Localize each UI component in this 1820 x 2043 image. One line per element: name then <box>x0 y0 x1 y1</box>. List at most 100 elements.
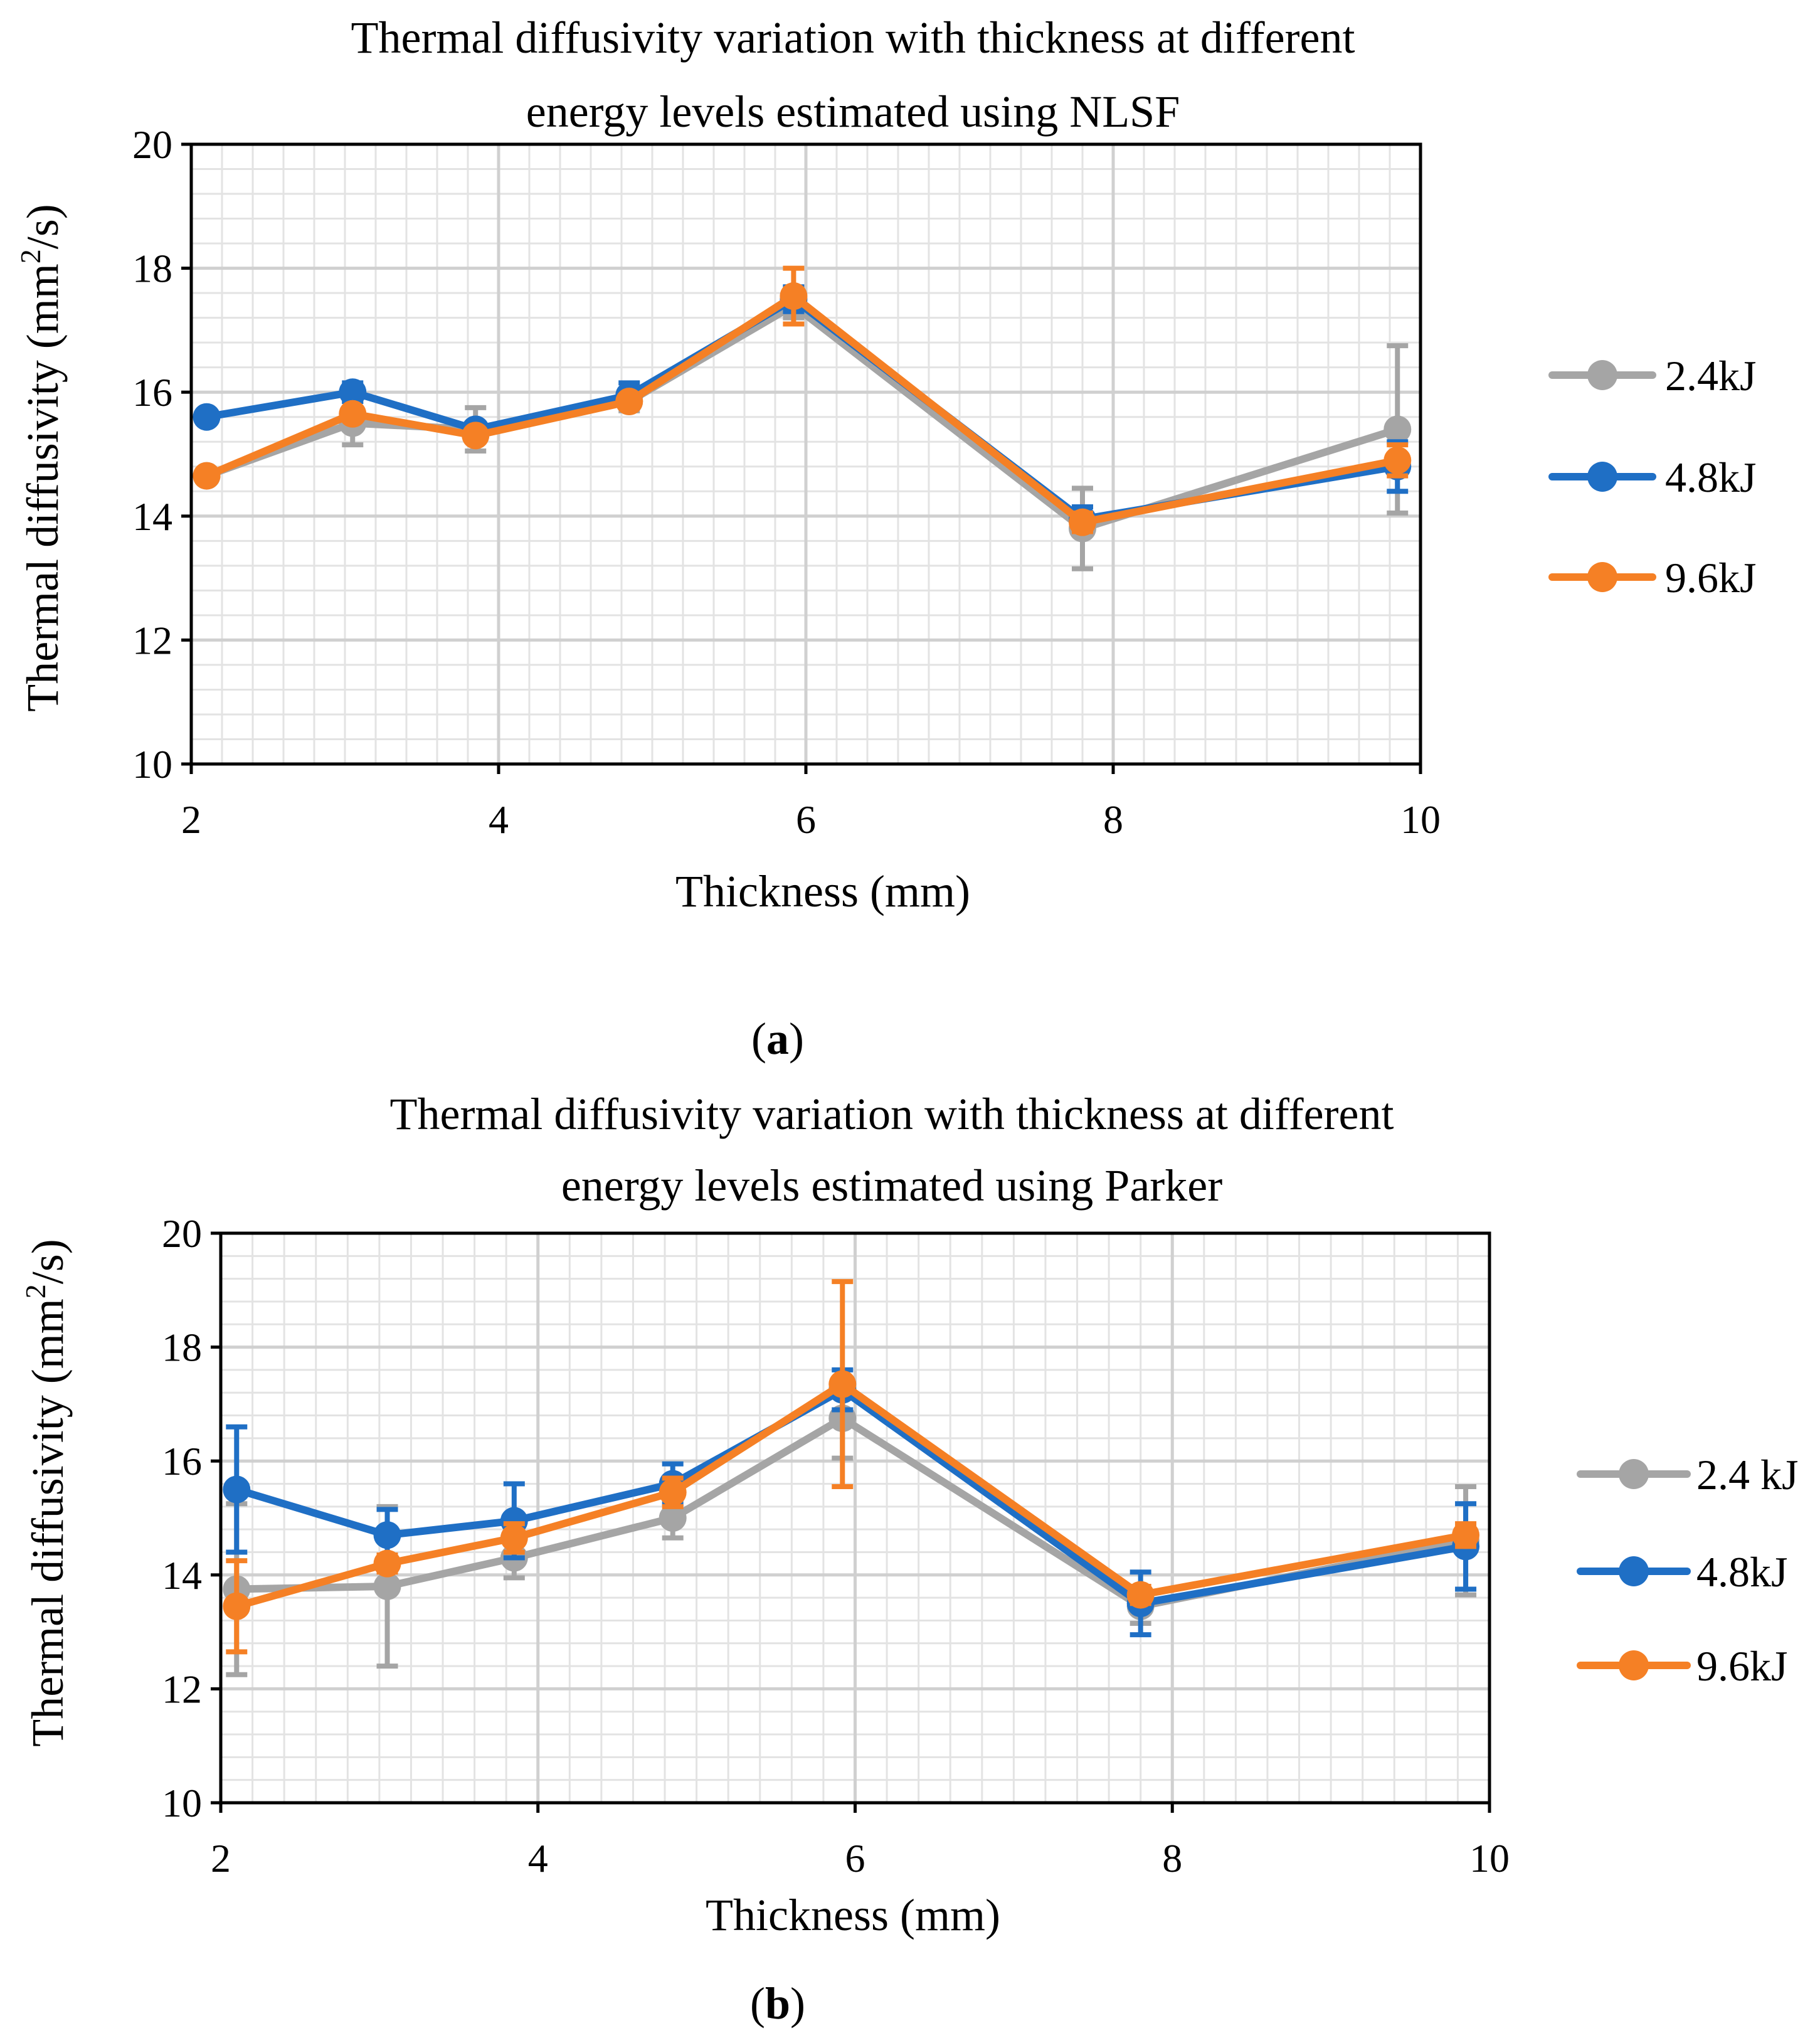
chart-b-y-tick: 18 <box>162 1325 202 1370</box>
chart-a-y-tick-labels: 10 12 14 16 18 20 <box>132 122 172 787</box>
chart-a-y-tick: 16 <box>132 370 172 415</box>
chart-b-axes <box>211 1231 1491 1813</box>
chart-b-legend-label: 2.4 kJ <box>1696 1451 1798 1499</box>
chart-b-y-label-superscript: 2 <box>19 1284 51 1298</box>
data-point <box>1452 1521 1480 1549</box>
chart-b-x-axis-label: Thickness (mm) <box>706 1890 1000 1940</box>
data-point <box>1069 508 1096 536</box>
chart-b-series <box>223 1279 1480 1677</box>
data-point <box>373 1521 401 1549</box>
data-point <box>223 1475 251 1504</box>
legend-marker-orange <box>1587 562 1617 592</box>
chart-a-x-tick-labels: 2 4 6 8 10 <box>181 797 1441 842</box>
chart-a-plot-area <box>181 142 1422 774</box>
chart-b-x-tick: 2 <box>211 1836 231 1881</box>
data-point <box>659 1504 687 1532</box>
chart-a-x-tick: 2 <box>181 797 201 842</box>
chart-a-y-tick: 12 <box>132 618 172 662</box>
chart-b-title-line-2: energy levels estimated using Parker <box>561 1160 1222 1211</box>
data-point <box>780 282 808 310</box>
data-point <box>615 388 643 416</box>
chart-b-legend-entry: 9.6kJ <box>1577 1642 1787 1690</box>
chart-a-x-tick: 10 <box>1400 797 1441 842</box>
chart-b-legend-entry: 2.4 kJ <box>1577 1451 1798 1499</box>
data-point <box>373 1572 401 1600</box>
chart-b: Thermal diffusivity variation with thick… <box>19 1089 1798 2029</box>
chart-b-y-tick: 16 <box>162 1439 202 1483</box>
chart-a-legend-entry: 4.8kJ <box>1548 454 1756 501</box>
chart-a-series <box>193 265 1412 571</box>
data-point <box>193 462 221 490</box>
chart-a-y-axis-label: Thermal diffusivity (mm2/s) <box>14 204 68 712</box>
panel-b-label: (b) <box>750 1978 805 2029</box>
data-point <box>659 1478 687 1507</box>
chart-b-y-tick: 14 <box>162 1553 202 1598</box>
chart-a-x-tick: 4 <box>489 797 509 842</box>
legend-marker-orange <box>1619 1650 1649 1680</box>
chart-b-x-tick: 10 <box>1469 1836 1510 1881</box>
data-point <box>828 1370 857 1398</box>
panel-b-letter: b <box>765 1978 790 2029</box>
chart-a-x-tick: 6 <box>796 797 816 842</box>
legend-marker-gray <box>1587 360 1617 390</box>
panel-a-paren-open: ( <box>751 1014 766 1064</box>
data-point <box>1384 415 1412 443</box>
data-point <box>223 1592 251 1620</box>
data-point <box>1384 446 1412 474</box>
legend-marker-gray <box>1619 1459 1649 1489</box>
chart-b-y-label-main: Thermal diffusivity (mm <box>23 1298 73 1747</box>
chart-a-legend-label: 4.8kJ <box>1665 454 1756 501</box>
panel-b-paren-open: ( <box>750 1978 765 2029</box>
chart-b-y-axis-label: Thermal diffusivity (mm2/s) <box>19 1239 73 1747</box>
chart-a-legend: 2.4kJ 4.8kJ 9.6kJ <box>1548 352 1756 602</box>
chart-a-y-tick: 10 <box>132 742 172 787</box>
chart-b-y-tick: 12 <box>162 1667 202 1711</box>
chart-b-y-tick: 20 <box>162 1211 202 1256</box>
chart-a-y-tick: 18 <box>132 247 172 291</box>
chart-a-y-label-units: /s) <box>18 204 68 249</box>
chart-a-legend-label: 2.4kJ <box>1665 352 1756 400</box>
chart-a-legend-label: 9.6kJ <box>1665 554 1756 602</box>
chart-a-x-tick: 8 <box>1103 797 1123 842</box>
chart-b-legend-entry: 4.8kJ <box>1577 1548 1787 1596</box>
data-point <box>1126 1581 1155 1609</box>
chart-a-legend-entry: 2.4kJ <box>1548 352 1756 400</box>
chart-a-y-tick: 20 <box>132 122 172 167</box>
data-point <box>373 1549 401 1578</box>
chart-b-legend: 2.4 kJ 4.8kJ 9.6kJ <box>1577 1451 1798 1690</box>
chart-a-y-label-main: Thermal diffusivity (mm <box>18 263 68 712</box>
chart-b-legend-label: 4.8kJ <box>1696 1548 1787 1596</box>
panel-a-letter: a <box>766 1014 789 1064</box>
chart-a-y-label-superscript: 2 <box>14 249 46 263</box>
chart-b-x-tick-labels: 2 4 6 8 10 <box>211 1836 1510 1881</box>
chart-b-x-tick: 4 <box>528 1836 548 1881</box>
chart-a-title-line-2: energy levels estimated using NLSF <box>526 87 1180 137</box>
chart-b-legend-label: 9.6kJ <box>1696 1642 1787 1690</box>
data-point <box>339 400 367 428</box>
panel-a-label: (a) <box>751 1014 804 1064</box>
legend-marker-blue <box>1619 1556 1649 1586</box>
chart-a-legend-entry: 9.6kJ <box>1548 554 1756 602</box>
panel-a-paren-close: ) <box>789 1014 804 1064</box>
series-orange <box>193 265 1412 536</box>
chart-b-y-label-units: /s) <box>23 1239 73 1284</box>
chart-b-y-tick: 10 <box>162 1781 202 1825</box>
chart-b-y-tick-labels: 10 12 14 16 18 20 <box>162 1211 202 1825</box>
series-orange <box>223 1279 1480 1655</box>
panel-b-paren-close: ) <box>790 1978 805 2029</box>
chart-b-x-tick: 6 <box>845 1836 865 1881</box>
chart-a-title-line-1: Thermal diffusivity variation with thick… <box>351 13 1355 63</box>
data-point <box>339 378 367 406</box>
chart-a-axes <box>181 142 1422 774</box>
chart-b-x-tick: 8 <box>1162 1836 1182 1881</box>
chart-b-plot-area <box>211 1231 1491 1813</box>
chart-a-y-tick: 14 <box>132 494 172 539</box>
data-point <box>193 403 221 431</box>
chart-b-title-line-1: Thermal diffusivity variation with thick… <box>390 1089 1394 1139</box>
chart-a-x-axis-label: Thickness (mm) <box>675 866 970 916</box>
data-point <box>462 422 490 450</box>
chart-b-minor-grid <box>221 1233 1489 1803</box>
data-point <box>500 1524 528 1552</box>
legend-marker-blue <box>1587 462 1617 492</box>
